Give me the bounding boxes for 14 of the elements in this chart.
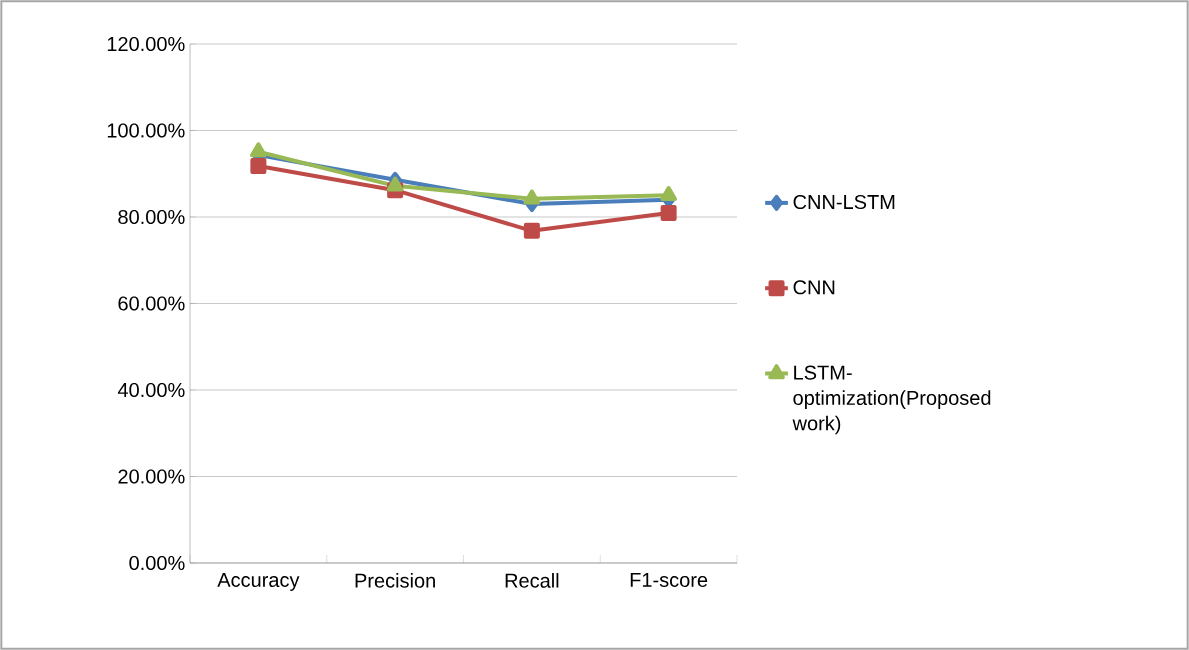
- x-tick-label: F1-score: [630, 573, 708, 587]
- y-tick-label: 120.00%: [107, 36, 185, 52]
- y-tick-label: 80.00%: [118, 209, 185, 225]
- legend-label: CNN-LSTM: [793, 194, 895, 210]
- y-tick-label: 100.00%: [107, 123, 185, 138]
- y-tick-label: 40.00%: [117, 382, 185, 398]
- x-tick-label: Recall: [505, 573, 559, 588]
- x-tick-label: Accuracy: [217, 573, 300, 591]
- y-tick-label: 60.00%: [118, 296, 185, 311]
- y-tick-label: 20.00%: [118, 469, 185, 484]
- x-tick-label: Precision: [355, 573, 435, 588]
- legend-label: LSTM-optimization(Proposed work): [792, 365, 991, 435]
- y-tick-label: 0.00%: [129, 555, 185, 571]
- legend-label: CNN: [793, 280, 835, 295]
